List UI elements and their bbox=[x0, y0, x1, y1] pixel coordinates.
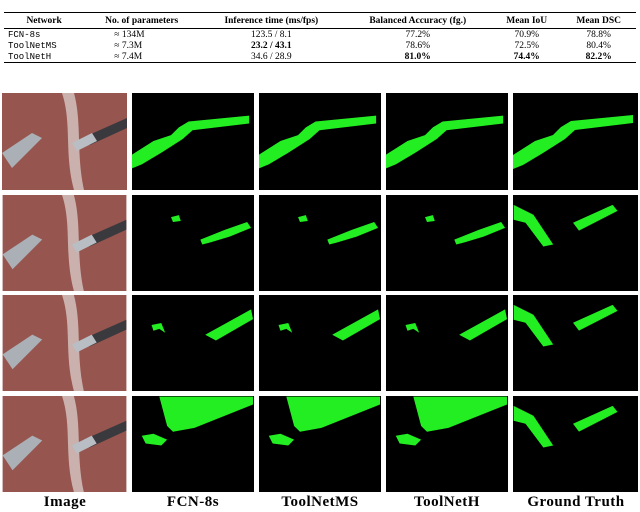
image bbox=[2, 396, 127, 492]
mask bbox=[513, 195, 638, 291]
mask bbox=[513, 295, 638, 391]
column-label: ToolNetMS bbox=[281, 494, 358, 510]
table-row: FCN-8s ≈ 134M 123.5 / 8.1 77.2% 70.9% 78… bbox=[4, 29, 636, 41]
cell: FCN-8s bbox=[8, 29, 41, 40]
cell: ToolNetMS bbox=[8, 40, 57, 51]
header-cell: Balanced Accuracy (fg.) bbox=[369, 15, 467, 26]
cell: ≈ 134M bbox=[114, 29, 145, 40]
cell: 34.6 / 28.9 bbox=[250, 51, 292, 62]
table-row: ToolNetMS ≈ 7.3M 23.2 / 43.1 78.6% 72.5%… bbox=[4, 40, 636, 51]
header-cell: No. of parameters bbox=[105, 15, 179, 26]
mask bbox=[132, 295, 254, 391]
image bbox=[2, 195, 127, 291]
mask bbox=[513, 396, 638, 492]
header-cell: Inference time (ms/fps) bbox=[224, 15, 319, 26]
cell: 82.2% bbox=[585, 51, 612, 62]
image bbox=[2, 93, 127, 190]
column-label: ToolNetH bbox=[414, 494, 480, 510]
cell: ≈ 7.4M bbox=[114, 51, 143, 62]
mask bbox=[386, 195, 508, 291]
header-row: Network No. of parameters Inference time… bbox=[4, 12, 636, 29]
mask bbox=[259, 93, 381, 190]
cell: ToolNetH bbox=[8, 51, 52, 62]
header-cell: Mean DSC bbox=[576, 15, 621, 26]
column-label: Image bbox=[44, 494, 87, 510]
cell: 23.2 / 43.1 bbox=[250, 40, 292, 51]
mask bbox=[259, 295, 381, 391]
cell: 81.0% bbox=[404, 51, 431, 62]
mask bbox=[513, 93, 638, 190]
cell: 72.5% bbox=[514, 40, 539, 51]
mask bbox=[132, 195, 254, 291]
mask bbox=[132, 93, 254, 190]
results-table: Network No. of parameters Inference time… bbox=[4, 12, 636, 63]
cell: 70.9% bbox=[514, 29, 539, 40]
column-label: Ground Truth bbox=[527, 494, 624, 510]
mask bbox=[386, 93, 508, 190]
cell: 78.6% bbox=[405, 40, 431, 51]
column-label: FCN-8s bbox=[167, 494, 219, 510]
figure: Image FCN-8s ToolNetMS ToolNetH Ground T… bbox=[2, 93, 638, 510]
cell: 123.5 / 8.1 bbox=[250, 29, 292, 40]
cell: 78.8% bbox=[586, 29, 611, 40]
mask bbox=[386, 295, 508, 391]
image bbox=[2, 295, 127, 391]
cell: 74.4% bbox=[513, 51, 540, 62]
header-cell: Mean IoU bbox=[506, 15, 548, 26]
cell: 80.4% bbox=[586, 40, 611, 51]
cell: 77.2% bbox=[405, 29, 431, 40]
table-row: ToolNetH ≈ 7.4M 34.6 / 28.9 81.0% 74.4% … bbox=[4, 51, 636, 63]
header-cell: Network bbox=[26, 15, 62, 26]
cell: ≈ 7.3M bbox=[114, 40, 143, 51]
mask bbox=[259, 195, 381, 291]
